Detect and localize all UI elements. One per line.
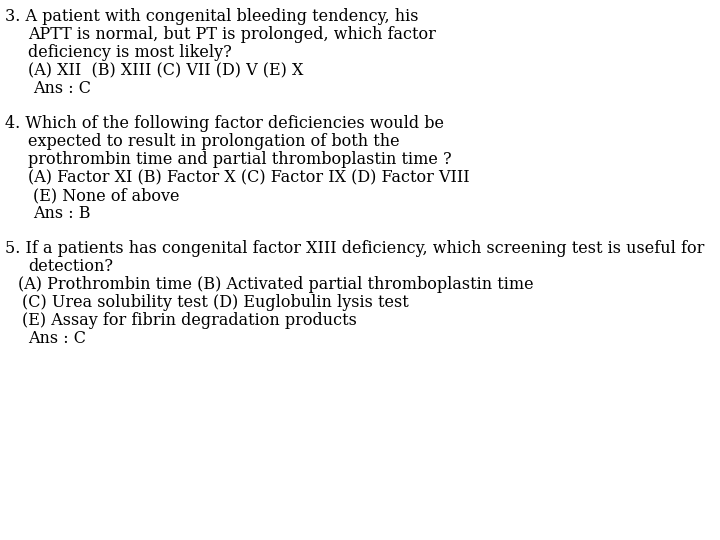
Text: Ans : C: Ans : C [28,330,86,347]
Text: (A) Factor XI (B) Factor X (C) Factor IX (D) Factor VIII: (A) Factor XI (B) Factor X (C) Factor IX… [28,169,469,186]
Text: prothrombin time and partial thromboplastin time ?: prothrombin time and partial thromboplas… [28,151,451,168]
Text: 3. A patient with congenital bleeding tendency, his: 3. A patient with congenital bleeding te… [5,8,418,25]
Text: (E) Assay for fibrin degradation products: (E) Assay for fibrin degradation product… [22,312,357,329]
Text: (A) XII  (B) XIII (C) VII (D) V (E) X: (A) XII (B) XIII (C) VII (D) V (E) X [28,62,303,79]
Text: (E) None of above: (E) None of above [33,187,179,204]
Text: Ans : B: Ans : B [33,205,91,222]
Text: detection?: detection? [28,258,113,275]
Text: (A) Prothrombin time (B) Activated partial thromboplastin time: (A) Prothrombin time (B) Activated parti… [18,276,534,293]
Text: 4. Which of the following factor deficiencies would be: 4. Which of the following factor deficie… [5,115,444,132]
Text: APTT is normal, but PT is prolonged, which factor: APTT is normal, but PT is prolonged, whi… [28,26,436,43]
Text: deficiency is most likely?: deficiency is most likely? [28,44,232,61]
Text: 5. If a patients has congenital factor XIII deficiency, which screening test is : 5. If a patients has congenital factor X… [5,240,704,257]
Text: expected to result in prolongation of both the: expected to result in prolongation of bo… [28,133,400,150]
Text: Ans : C: Ans : C [33,80,91,97]
Text: (C) Urea solubility test (D) Euglobulin lysis test: (C) Urea solubility test (D) Euglobulin … [22,294,409,311]
